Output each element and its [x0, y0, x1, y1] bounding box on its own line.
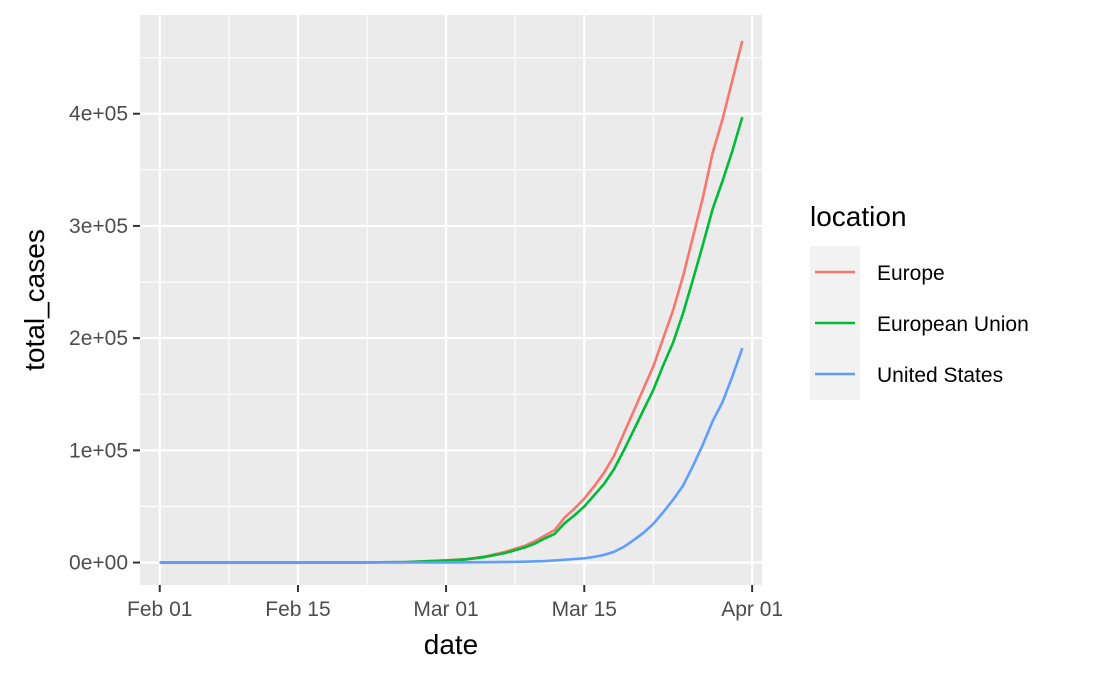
x-axis: Feb 01 Feb 15 Mar 01 Mar 15 Apr 01 [127, 585, 783, 621]
legend-label: European Union [877, 313, 1029, 336]
legend-items: Europe European Union United States [815, 262, 1029, 387]
y-tick-label: 0e+00 [69, 552, 128, 575]
x-axis-title: date [424, 629, 479, 660]
y-tick-label: 4e+05 [69, 103, 128, 126]
legend-title: location [810, 201, 907, 232]
y-tick-label: 2e+05 [69, 327, 128, 350]
y-tick-label: 3e+05 [69, 215, 128, 238]
x-tick-label: Mar 01 [413, 598, 478, 621]
legend-label: Europe [877, 262, 945, 285]
y-tick-label: 1e+05 [69, 439, 128, 462]
legend: location Europe European Union United Stat… [810, 201, 1029, 400]
legend-label: United States [877, 364, 1003, 387]
grid-minor [140, 15, 762, 585]
panel-background [140, 15, 762, 585]
y-axis: 0e+00 1e+05 2e+05 3e+05 4e+05 [69, 103, 140, 575]
series-line-european-union [159, 116, 744, 564]
series-lines [159, 40, 744, 564]
x-tick-label: Mar 15 [552, 598, 617, 621]
x-tick-label: Feb 15 [265, 598, 330, 621]
grid-major [140, 15, 762, 585]
y-axis-title: total_cases [19, 229, 50, 371]
series-line-united-states [159, 347, 744, 564]
x-tick-label: Apr 01 [721, 598, 783, 621]
x-tick-label: Feb 01 [127, 598, 192, 621]
